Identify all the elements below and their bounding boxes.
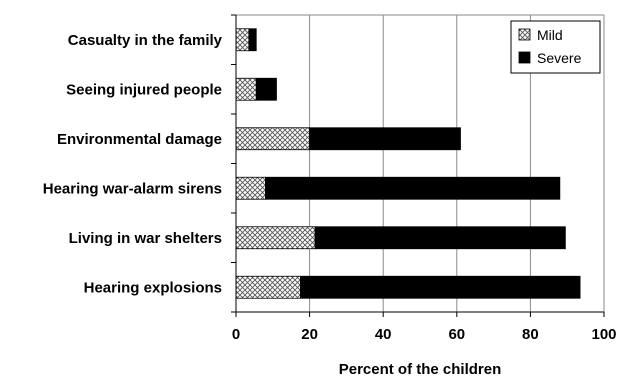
- bar-severe-0: [248, 28, 257, 52]
- category-label: Environmental damage: [57, 131, 222, 148]
- x-tick-label-20: 20: [301, 326, 318, 343]
- legend-label-severe: Severe: [537, 50, 582, 66]
- x-tick-label-100: 100: [591, 326, 616, 343]
- bar-mild-5: [235, 275, 301, 299]
- bar-mild-4: [235, 226, 316, 250]
- bar-severe-4: [314, 226, 566, 250]
- category-label: Casualty in the family: [68, 32, 223, 49]
- x-axis-title: Percent of the children: [339, 361, 502, 378]
- bar-severe-2: [309, 127, 461, 151]
- legend-swatch-severe: [518, 51, 531, 64]
- category-label: Seeing injured people: [66, 81, 222, 98]
- x-tick-label-60: 60: [448, 326, 465, 343]
- category-label: Hearing explosions: [84, 279, 222, 296]
- category-label: Living in war shelters: [69, 230, 222, 247]
- axes: [231, 14, 605, 317]
- x-tick-label-40: 40: [375, 326, 392, 343]
- legend-label-mild: Mild: [537, 27, 563, 43]
- bar-severe-1: [255, 77, 277, 101]
- legend-swatch-mild: [518, 28, 531, 41]
- bar-mild-0: [235, 28, 250, 52]
- bars: [235, 28, 581, 299]
- legend: Mild Severe: [510, 20, 601, 74]
- bar-mild-2: [235, 127, 310, 151]
- bar-mild-1: [235, 77, 257, 101]
- bar-severe-3: [265, 176, 561, 200]
- bar-severe-5: [299, 275, 581, 299]
- bar-mild-3: [235, 176, 266, 200]
- x-tick-labels: 0 20 40 60 80 100: [232, 326, 617, 343]
- category-label: Hearing war-alarm sirens: [43, 180, 222, 197]
- x-tick-label-80: 80: [522, 326, 539, 343]
- x-tick-label-0: 0: [232, 326, 240, 343]
- category-labels: Casualty in the family Seeing injured peo…: [43, 32, 223, 297]
